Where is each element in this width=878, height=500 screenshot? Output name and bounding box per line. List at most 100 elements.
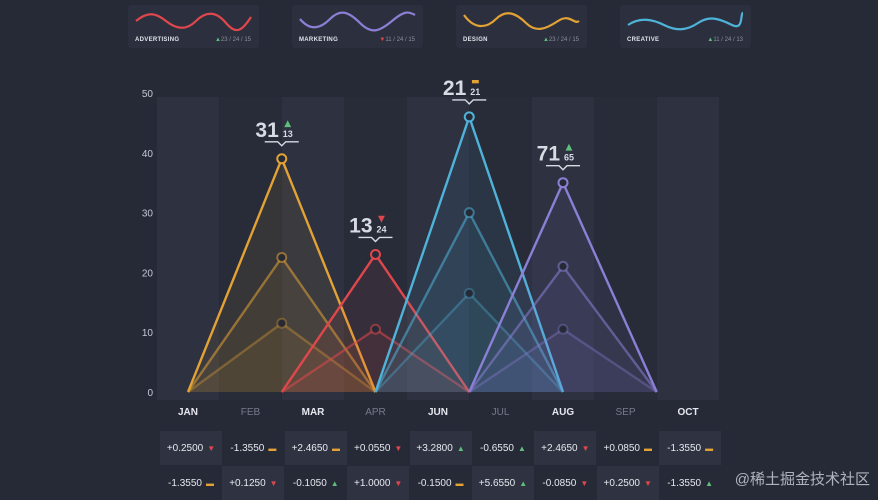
up-arrow-icon: ▲ xyxy=(456,443,465,453)
value-cell: -1.3550 ▬ xyxy=(222,431,284,465)
legend-card-stats: ▲23 / 24 / 15 xyxy=(542,37,579,43)
series-area xyxy=(188,323,376,392)
down-arrow-icon: ▼ xyxy=(581,443,590,453)
up-arrow-icon: ▲ xyxy=(705,478,714,488)
data-point xyxy=(370,323,381,335)
value-text: -0.0850 xyxy=(542,477,577,489)
down-arrow-icon: ▼ xyxy=(394,478,403,488)
column-band xyxy=(532,97,594,400)
column-band xyxy=(219,97,282,400)
y-tick-label: 50 xyxy=(142,89,154,100)
stat-value: 24 xyxy=(396,37,404,43)
value-text: -1.3550 xyxy=(667,477,702,489)
series-area xyxy=(469,329,657,392)
data-point xyxy=(557,323,569,335)
value-cell: +0.1250 ▼ xyxy=(222,466,285,500)
watermark: @稀土掘金技术社区 xyxy=(734,471,870,488)
data-point xyxy=(463,111,475,123)
y-tick-label: 30 xyxy=(142,209,154,220)
up-arrow-icon: ▲ xyxy=(707,37,714,43)
advertising-sparkline xyxy=(135,12,252,32)
label-pointer xyxy=(264,141,299,147)
column-band xyxy=(282,97,344,400)
stat-value: 15 xyxy=(572,37,579,43)
x-tick-label: OCT xyxy=(677,407,698,418)
legend-card-stats: ▲11 / 24 / 13 xyxy=(707,37,743,43)
down-arrow-icon: ▼ xyxy=(207,443,216,453)
flat-arrow-icon: ▬ xyxy=(705,443,714,453)
data-point xyxy=(370,248,381,260)
legend-card-design[interactable]: DESIGN ▲23 / 24 / 15 xyxy=(456,5,587,48)
value-cell: +3.2800 ▲ xyxy=(409,431,472,465)
stat-value: 24 xyxy=(560,37,568,43)
y-tick-label: 20 xyxy=(142,268,154,279)
peak-sub-label: 65 xyxy=(564,153,574,163)
series-area xyxy=(281,254,470,392)
value-text: +0.2500 xyxy=(166,442,204,454)
peak-sub-label: 13 xyxy=(283,129,293,139)
value-text: +0.2500 xyxy=(603,477,640,489)
up-arrow-icon: ▲ xyxy=(566,143,573,153)
data-point xyxy=(276,251,288,263)
legend-card-stats: ▲23 / 24 / 15 xyxy=(214,37,251,43)
value-text: +5.6550 xyxy=(478,477,516,489)
value-cell: +2.4650 ▼ xyxy=(534,431,597,465)
legend-card-advertising[interactable]: ADVERTISING ▲23 / 24 / 15 xyxy=(128,5,259,48)
legend-card-stats: ▼11 / 24 / 15 xyxy=(379,37,415,43)
x-tick-label: FEB xyxy=(241,407,261,418)
flat-arrow-icon: ▬ xyxy=(332,443,340,453)
data-point xyxy=(557,177,569,189)
value-text: +0.0550 xyxy=(353,442,391,454)
flat-arrow-icon: ▬ xyxy=(455,478,464,488)
value-cell: -0.0850 ▼ xyxy=(534,466,596,500)
value-cell: -1.3550 ▬ xyxy=(160,466,222,500)
peak-value-label: 21 xyxy=(443,77,467,100)
value-text: -1.3550 xyxy=(667,442,702,454)
stat-value: 11 xyxy=(385,37,392,43)
up-arrow-icon: ▲ xyxy=(214,37,221,43)
data-point xyxy=(463,287,475,299)
flat-arrow-icon: ▬ xyxy=(205,478,214,488)
series-area xyxy=(188,158,376,392)
stat-value: 11 xyxy=(713,37,720,43)
value-cell: -0.1050 ▲ xyxy=(285,466,347,500)
up-arrow-icon: ▲ xyxy=(542,37,549,43)
column-band xyxy=(157,97,219,400)
x-tick-label: JAN xyxy=(178,407,198,418)
column-band xyxy=(344,97,407,400)
column-band xyxy=(657,97,719,400)
legend-card-name: ADVERTISING xyxy=(135,37,180,43)
value-text: +0.0850 xyxy=(603,442,640,454)
data-point xyxy=(276,317,288,329)
value-cell: -0.6550 ▲ xyxy=(472,431,534,465)
flat-arrow-icon: ▬ xyxy=(471,77,480,87)
value-text: +1.0000 xyxy=(353,477,391,489)
data-point xyxy=(276,153,288,165)
legend-card-creative[interactable]: CREATIVE ▲11 / 24 / 13 xyxy=(620,5,751,48)
value-cell: +1.0000 ▼ xyxy=(347,466,410,500)
peak-value-label: 71 xyxy=(537,143,561,166)
peak-value-label: 31 xyxy=(255,119,279,142)
series-area xyxy=(375,293,563,392)
value-text: +2.4650 xyxy=(291,442,328,454)
series-area xyxy=(469,182,657,392)
peak-sub-label: 24 xyxy=(376,224,386,234)
value-text: -1.3550 xyxy=(230,442,265,454)
value-text: +2.4650 xyxy=(541,442,578,454)
stat-value: 23 xyxy=(548,37,556,43)
x-tick-label: APR xyxy=(365,407,386,418)
value-cell: -1.3550 ▲ xyxy=(659,466,721,500)
down-arrow-icon: ▼ xyxy=(580,478,589,488)
value-cell: +5.6550 ▲ xyxy=(471,466,534,500)
data-point xyxy=(463,207,475,219)
stat-value: 24 xyxy=(232,37,240,43)
flat-arrow-icon: ▬ xyxy=(643,443,652,453)
value-cell: +0.2500 ▼ xyxy=(160,431,222,465)
value-cell: +0.0550 ▼ xyxy=(347,431,409,465)
value-text: -0.6550 xyxy=(480,442,514,454)
x-tick-label: JUN xyxy=(428,407,448,418)
legend-card-marketing[interactable]: MARKETING ▼11 / 24 / 15 xyxy=(292,5,423,48)
x-tick-label: MAR xyxy=(302,407,326,418)
down-arrow-icon: ▼ xyxy=(378,214,385,224)
data-point xyxy=(557,260,569,272)
